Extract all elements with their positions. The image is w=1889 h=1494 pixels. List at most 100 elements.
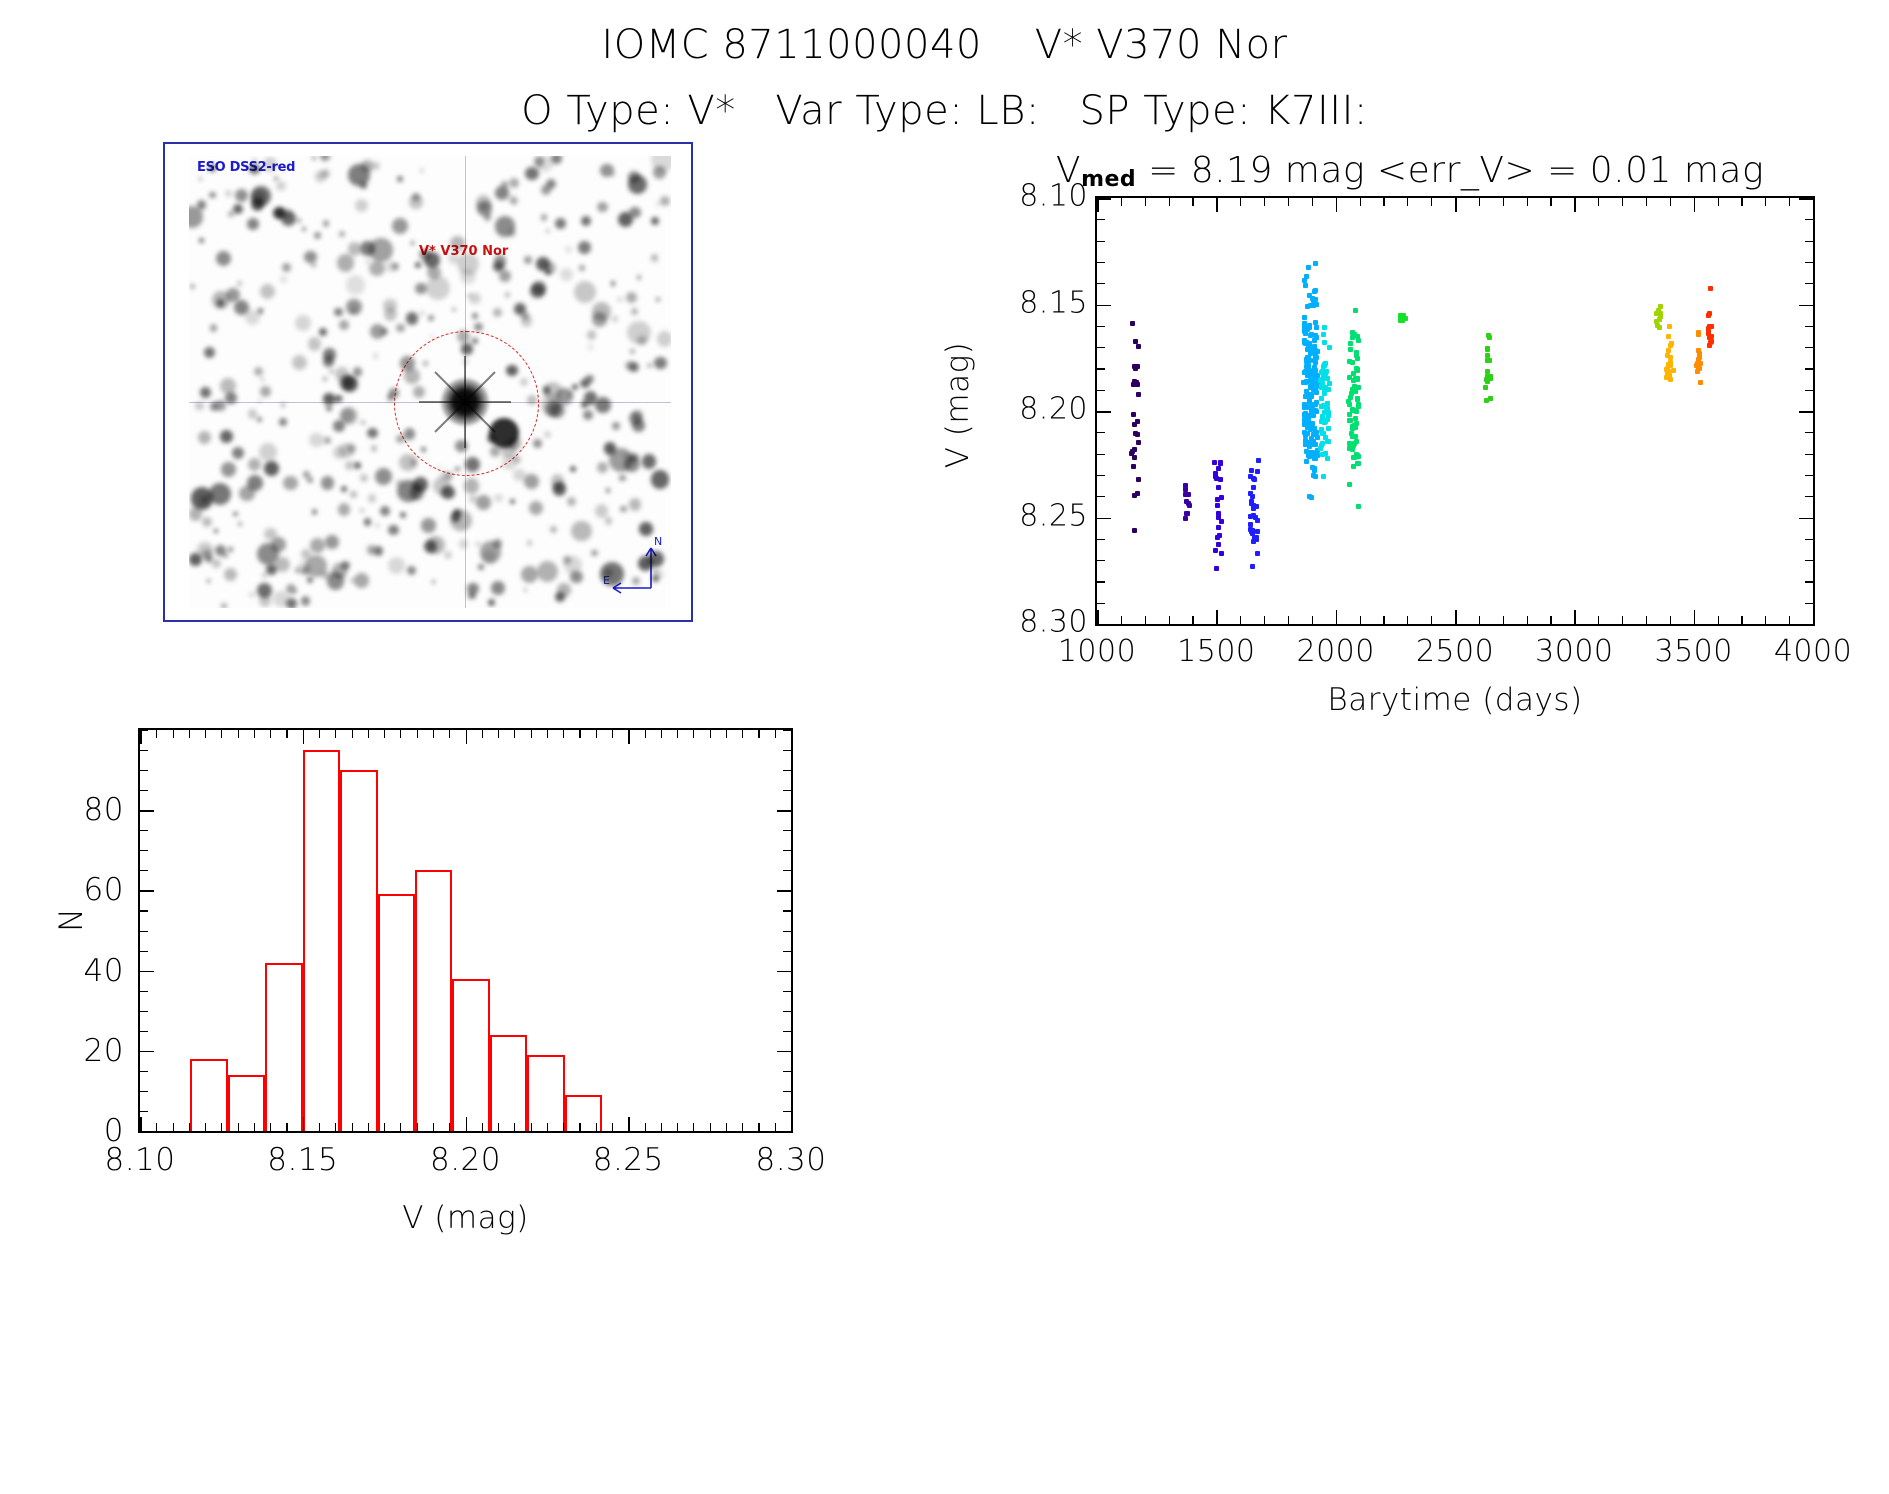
field-star — [440, 471, 450, 481]
field-star — [314, 171, 326, 183]
field-star — [307, 337, 321, 351]
light-curve-point — [1308, 494, 1314, 500]
field-star — [211, 290, 230, 309]
field-star — [209, 191, 216, 199]
field-star — [347, 242, 362, 257]
x-minor-tick — [253, 1123, 256, 1131]
x-major-tick — [791, 730, 793, 744]
x-minor-tick — [579, 730, 581, 738]
field-star — [373, 353, 379, 359]
field-star — [617, 296, 623, 303]
light-curve-point — [1705, 327, 1711, 333]
light-curve-point — [1302, 323, 1308, 329]
x-minor-tick — [286, 1123, 288, 1131]
field-star — [326, 571, 345, 590]
light-curve-point — [1666, 373, 1672, 379]
light-curve-point — [1484, 352, 1490, 358]
light-curve-point — [1301, 320, 1307, 326]
field-star — [421, 447, 427, 453]
field-star — [499, 270, 512, 283]
field-star — [580, 378, 590, 389]
x-major-tick — [1097, 198, 1099, 212]
x-major-tick — [1574, 198, 1576, 212]
light-curve-point — [1488, 375, 1494, 381]
field-star — [247, 474, 264, 491]
x-minor-tick — [1765, 198, 1767, 206]
y-major-tick — [1799, 411, 1813, 413]
x-minor-tick — [514, 730, 516, 738]
field-star — [231, 446, 245, 460]
field-star — [544, 382, 563, 401]
x-major-tick — [140, 730, 142, 744]
light-curve-point — [1219, 550, 1225, 556]
field-star — [366, 545, 377, 555]
histogram-bar — [302, 750, 341, 1131]
field-star — [656, 297, 660, 302]
light-curve-point — [1250, 538, 1256, 544]
field-star — [337, 503, 351, 516]
field-star — [597, 201, 608, 213]
field-star — [409, 485, 425, 500]
field-star — [519, 377, 528, 387]
field-star — [294, 314, 311, 331]
field-star — [456, 252, 479, 275]
field-star — [379, 505, 391, 517]
light-curve-point — [1312, 468, 1318, 474]
histogram-bar — [489, 1034, 528, 1131]
field-star — [232, 204, 243, 215]
light-curve-point — [1349, 430, 1355, 436]
field-star — [482, 550, 497, 565]
field-star — [628, 498, 641, 511]
y-minor-tick — [1805, 389, 1813, 391]
light-curve-point — [1309, 409, 1315, 415]
field-star — [345, 461, 355, 471]
light-curve-point — [1307, 450, 1313, 456]
field-star — [410, 241, 415, 245]
histogram-y-tick-label: 0 — [103, 1113, 124, 1149]
y-minor-tick — [1097, 261, 1105, 264]
field-star — [190, 487, 214, 510]
x-minor-tick — [416, 730, 418, 738]
field-star — [580, 401, 588, 409]
light-curve-point — [1325, 387, 1331, 393]
light-curve-point — [1301, 422, 1307, 428]
target-aperture-circle — [394, 331, 539, 476]
x-minor-tick — [237, 730, 239, 738]
x-minor-tick — [1311, 616, 1313, 624]
field-star — [556, 388, 574, 406]
field-star — [200, 387, 212, 399]
light-curve-point — [1249, 494, 1255, 500]
x-minor-tick — [611, 730, 614, 738]
field-star — [637, 555, 654, 571]
x-minor-tick — [1120, 616, 1123, 624]
field-star — [383, 298, 397, 312]
light-curve-point — [1314, 349, 1320, 355]
y-minor-tick — [783, 930, 791, 932]
histogram-bar — [452, 978, 490, 1131]
field-star — [525, 166, 539, 181]
x-minor-tick — [351, 730, 353, 738]
field-star — [468, 494, 477, 504]
light-curve-point — [1132, 528, 1138, 534]
light-curve-point — [1314, 434, 1320, 440]
light-curve-point — [1251, 535, 1257, 541]
x-major-tick — [1216, 198, 1218, 212]
field-star — [609, 448, 633, 472]
field-star — [504, 292, 511, 298]
field-star — [253, 158, 257, 163]
field-star — [509, 197, 518, 205]
x-minor-tick — [530, 1123, 532, 1131]
x-minor-tick — [514, 1123, 516, 1131]
light-curve-point — [1352, 415, 1358, 421]
light-curve-point — [1352, 455, 1358, 461]
field-star — [620, 505, 627, 513]
field-star — [409, 195, 423, 210]
light-curve-point — [1350, 378, 1356, 384]
field-star — [527, 540, 533, 546]
light-curve-point — [1249, 499, 1255, 505]
light-curve-point — [1354, 420, 1360, 426]
field-star — [421, 518, 436, 533]
y-minor-tick — [140, 870, 148, 872]
field-star — [351, 307, 357, 313]
light-curve-point — [1306, 358, 1312, 364]
